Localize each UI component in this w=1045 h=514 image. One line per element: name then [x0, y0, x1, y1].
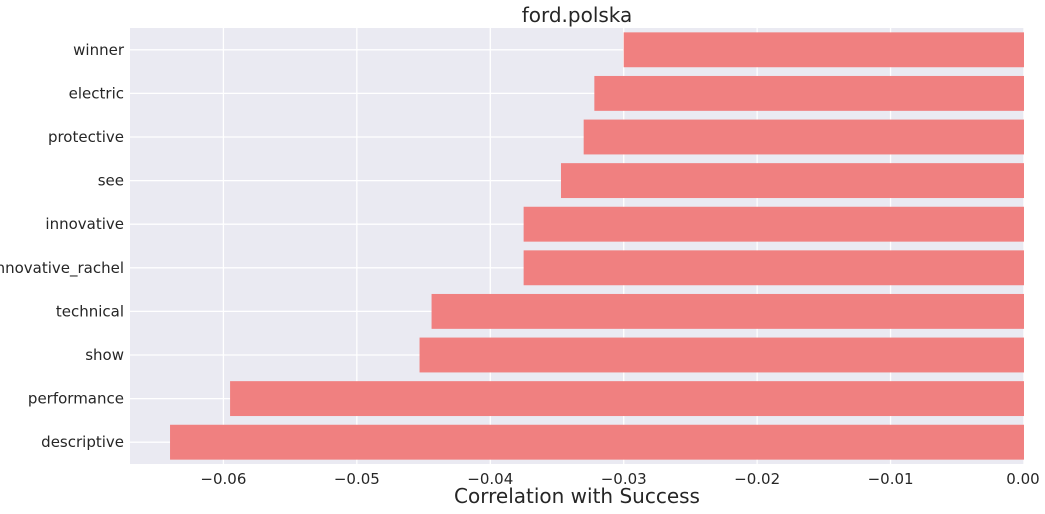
bar-electric	[594, 75, 1024, 111]
x-tick-label: 0.00	[1006, 470, 1039, 488]
bar-performance	[230, 381, 1024, 417]
bar-innovative-rachel	[523, 250, 1024, 286]
bar-see	[560, 163, 1024, 199]
y-tick-label: electric	[69, 84, 124, 102]
x-tick-label: −0.01	[868, 470, 914, 488]
y-tick-label: descriptive	[41, 433, 124, 451]
y-tick-label: innovative	[45, 215, 124, 233]
bar-technical	[431, 293, 1024, 329]
bars	[170, 32, 1024, 460]
x-tick-label: −0.02	[734, 470, 780, 488]
x-tick-label: −0.06	[200, 470, 246, 488]
bar-descriptive	[170, 424, 1024, 460]
x-tick-label: −0.05	[334, 470, 380, 488]
y-tick-label: protective	[48, 128, 124, 146]
y-tick-label: see	[98, 172, 124, 190]
x-tick-labels: −0.06 −0.05 −0.04 −0.03 −0.02 −0.01 0.00	[200, 470, 1039, 488]
bar-show	[419, 337, 1024, 373]
y-tick-label: technical	[56, 302, 124, 320]
bar-winner	[623, 32, 1024, 68]
x-tick-label: −0.03	[601, 470, 647, 488]
y-tick-label: performance	[28, 390, 124, 408]
x-tick-label: −0.04	[467, 470, 513, 488]
chart-title: ford.polska	[522, 3, 633, 27]
x-axis-label: Correlation with Success	[454, 484, 700, 508]
bar-innovative	[523, 206, 1024, 242]
y-tick-label: show	[85, 346, 124, 364]
y-tick-label: innovative_rachel	[0, 259, 124, 278]
y-tick-labels: winner electric protective see innovative inn…	[0, 41, 125, 451]
bar-protective	[583, 119, 1024, 155]
y-tick-label: winner	[73, 41, 125, 59]
